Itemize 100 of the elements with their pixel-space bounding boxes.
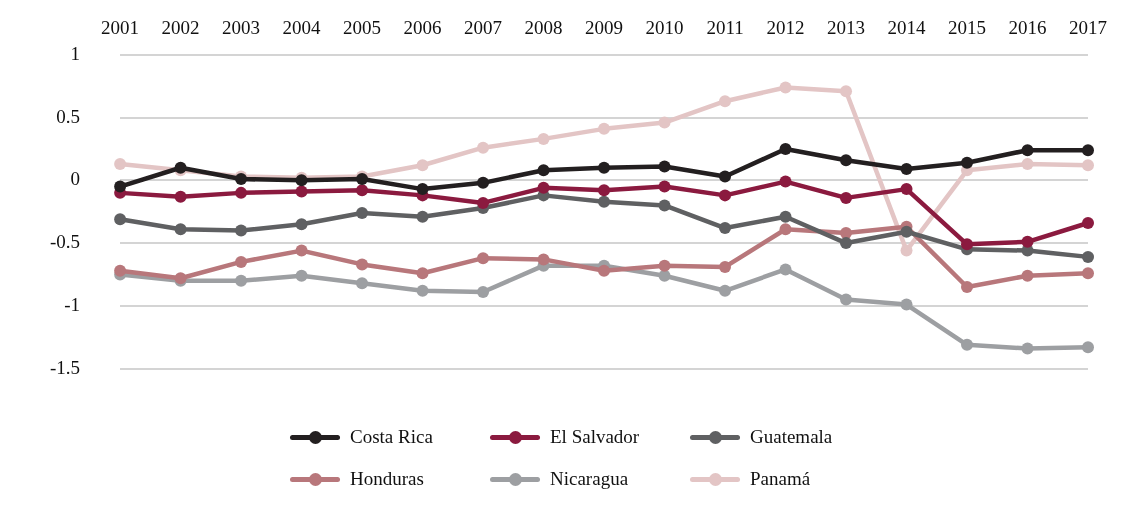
point [295,218,308,231]
point [1021,144,1034,157]
point [356,206,369,219]
y-tick-label: 1 [70,42,81,64]
y-tick-label: 0 [70,168,81,190]
point [1082,267,1094,280]
point [779,263,792,276]
point [658,259,671,272]
point [779,210,792,223]
point [900,244,913,257]
x-tick-label: 2016 [1008,17,1047,39]
legend-label: Nicaragua [550,468,629,490]
point [295,269,308,282]
x-tick-label: 2007 [464,17,503,39]
point [114,158,127,170]
point [779,223,792,236]
point [537,164,550,177]
point [416,183,429,196]
y-tick-label: 0.5 [56,105,81,127]
point [779,175,792,188]
y-tick-label: -1 [64,293,81,315]
point [477,176,490,189]
point [598,122,611,135]
point [900,298,913,311]
point [719,260,732,273]
point [840,293,853,306]
x-tick-label: 2001 [101,17,140,39]
point [477,196,490,209]
legend-label: Costa Rica [350,426,433,448]
point [537,132,550,145]
x-tick-label: 2011 [706,17,744,39]
point [598,161,611,174]
point [598,195,611,208]
point [477,286,490,299]
point [174,223,187,236]
point [961,156,974,169]
point [1021,235,1034,248]
point [961,281,974,294]
y-tick-label: -1.5 [50,356,81,378]
x-tick-label: 2010 [645,17,684,39]
point [719,170,732,183]
point [295,244,308,257]
point [658,116,671,129]
point [477,141,490,154]
point [840,191,853,204]
point [235,274,248,287]
point [961,238,974,251]
point [719,284,732,297]
point [356,184,369,197]
point [1021,269,1034,282]
point [961,338,974,351]
point [900,225,913,238]
point [235,186,248,199]
point [235,224,248,237]
point [537,253,550,266]
x-tick-label: 2006 [403,17,442,39]
point [658,180,671,193]
point [1082,159,1094,172]
point [840,85,853,98]
point [416,210,429,223]
x-tick-label: 2009 [585,17,624,39]
point [779,81,792,94]
point [114,213,127,226]
point [114,180,127,193]
x-tick-label: 2013 [827,17,866,39]
legend-label: Panamá [750,468,811,490]
point [1082,341,1094,354]
x-tick-label: 2017 [1069,17,1107,39]
point [416,284,429,297]
point [174,190,187,203]
point [1082,250,1094,263]
x-tick-label: 2014 [887,17,927,39]
x-tick-label: 2002 [161,17,200,39]
y-tick-label: -0.5 [50,231,81,253]
point [658,199,671,212]
x-tick-label: 2012 [766,17,805,39]
point [658,269,671,282]
point [295,185,308,198]
point [840,237,853,250]
point [114,264,127,277]
x-tick-label: 2008 [524,17,563,39]
point [1021,158,1034,170]
point [235,255,248,268]
point [537,181,550,194]
point [356,277,369,290]
point [598,184,611,197]
point [356,258,369,271]
point [658,160,671,173]
legend-label: Honduras [350,468,424,490]
point [719,222,732,235]
point [1021,342,1034,355]
point [1082,217,1094,229]
legend-label: Guatemala [750,426,833,448]
point [477,252,490,265]
point [598,264,611,277]
point [900,183,913,196]
point [900,163,913,176]
point [779,142,792,155]
point [840,154,853,167]
point [719,95,732,108]
